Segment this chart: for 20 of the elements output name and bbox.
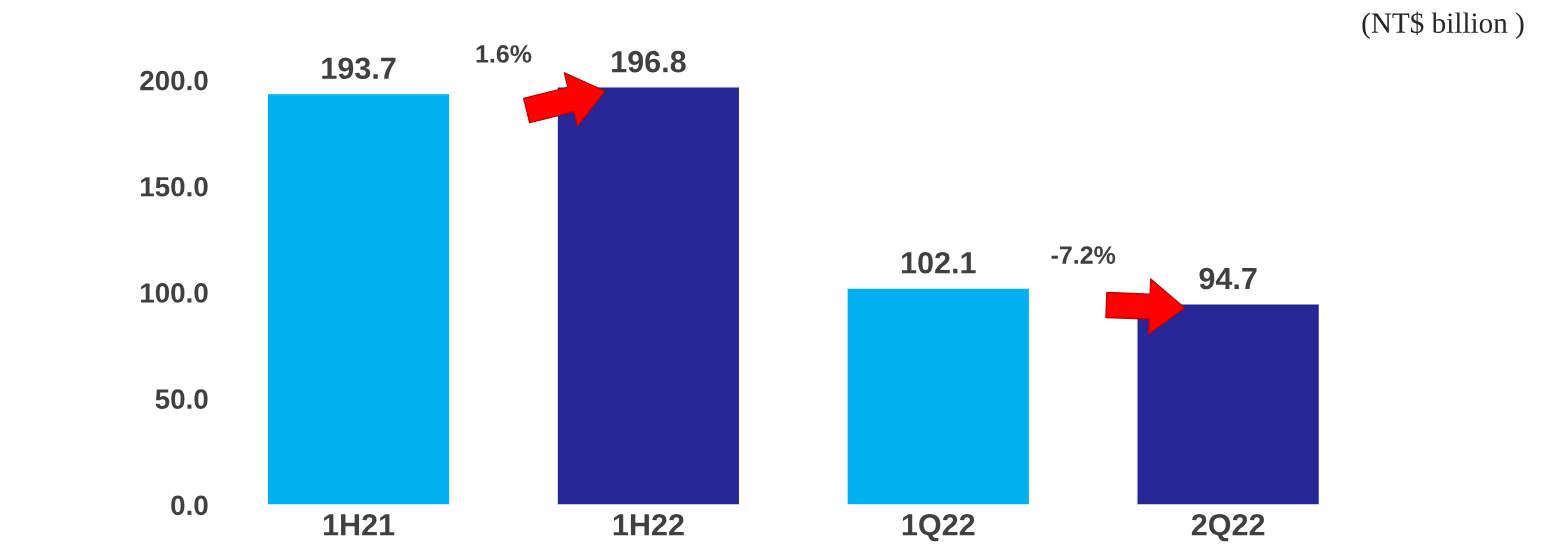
x-tick-label: 1H22 <box>613 513 684 536</box>
bar <box>1136 303 1321 505</box>
text: 1.6% <box>476 45 532 63</box>
x-tick-label: 1H21 <box>323 513 395 536</box>
y-tick-label: 100.0 <box>141 283 208 303</box>
x-tick-label: 2Q22 <box>1191 513 1265 542</box>
data-label: 193.7 <box>322 57 396 80</box>
y-tick-label: 0.0 <box>171 495 208 516</box>
bar <box>846 287 1031 505</box>
y-tick-label: 150.0 <box>141 176 208 197</box>
annotation: -7.2% <box>1051 246 1116 264</box>
x-tick-label: 1Q22 <box>902 513 975 542</box>
data-label: 102.1 <box>901 251 976 274</box>
data-label: 94.7 <box>1199 267 1257 290</box>
y-tick-label: 50.0 <box>155 389 208 409</box>
y-tick-label: 200.0 <box>140 70 208 91</box>
text: (NT$ billion ) <box>1362 11 1524 39</box>
bar <box>266 92 451 505</box>
data-label: 196.8 <box>612 50 686 73</box>
bar <box>556 86 741 505</box>
